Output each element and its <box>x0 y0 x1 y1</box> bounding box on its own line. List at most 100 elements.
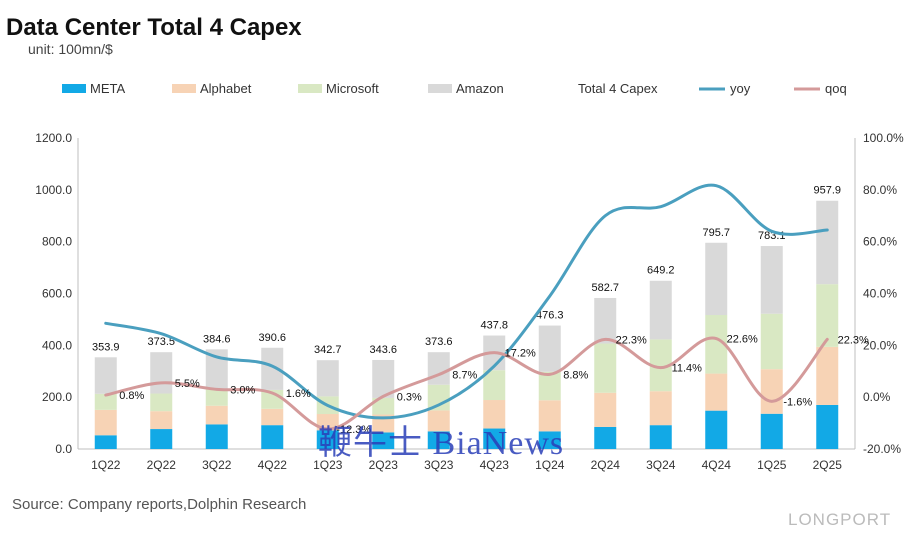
qoq-label: 0.3% <box>397 391 422 403</box>
total-label: 390.6 <box>258 332 286 344</box>
x-tick-label: 2Q23 <box>369 458 399 472</box>
x-tick-label: 2Q22 <box>147 458 177 472</box>
total-label: 343.6 <box>369 344 397 356</box>
total-label: 957.9 <box>813 185 841 197</box>
chart-title: Data Center Total 4 Capex <box>6 14 302 41</box>
bar-amazon <box>594 297 617 344</box>
bar-microsoft <box>372 397 395 415</box>
legend-label-yoy: yoy <box>730 81 751 96</box>
bar-alphabet <box>649 391 672 426</box>
x-tick-label: 4Q24 <box>702 458 732 472</box>
chart-unit: unit: 100mn/$ <box>28 41 113 57</box>
legend-label-qoq: qoq <box>825 81 847 96</box>
bar-meta <box>483 428 506 449</box>
bar-amazon <box>94 357 117 394</box>
right-tick-label: 40.0% <box>863 287 897 301</box>
bar-alphabet <box>150 411 173 430</box>
total-label: 476.3 <box>536 310 564 322</box>
bar-alphabet <box>594 392 617 427</box>
qoq-label: 8.8% <box>563 369 588 381</box>
x-tick-label: 2Q25 <box>813 458 843 472</box>
total-label: 342.7 <box>314 344 342 356</box>
total-label: 795.7 <box>702 227 730 239</box>
bar-meta <box>705 410 728 449</box>
right-tick-label: 100.0% <box>863 131 904 145</box>
left-tick-label: 800.0 <box>42 235 72 249</box>
qoq-line <box>104 336 829 431</box>
x-tick-label: 1Q23 <box>313 458 343 472</box>
bar-microsoft <box>649 339 672 392</box>
qoq-label: 22.6% <box>727 334 758 346</box>
total-label: 437.8 <box>480 320 508 332</box>
legend-swatch-amazon <box>428 84 452 93</box>
total-label: 582.7 <box>591 282 619 294</box>
x-tick-label: 4Q23 <box>480 458 510 472</box>
left-tick-label: 1000.0 <box>35 183 72 197</box>
total-label: 384.6 <box>203 333 231 345</box>
total-label: 373.6 <box>425 336 453 348</box>
right-tick-label: 20.0% <box>863 338 897 352</box>
bar-alphabet <box>94 409 117 436</box>
bar-meta <box>594 426 617 449</box>
legend-label-meta: META <box>90 81 125 96</box>
bar-meta <box>760 413 783 449</box>
qoq-label: -1.6% <box>783 396 812 408</box>
bar-alphabet <box>316 414 339 431</box>
bar-microsoft <box>816 284 839 347</box>
legend-swatch-meta <box>62 84 86 93</box>
right-tick-label: 0.0% <box>863 390 891 404</box>
qoq-label: 22.3% <box>616 334 647 346</box>
x-tick-label: 3Q22 <box>202 458 232 472</box>
x-tick-label: 3Q23 <box>424 458 454 472</box>
qoq-label: 8.7% <box>452 370 477 382</box>
qoq-label: 11.4% <box>672 363 703 375</box>
legend-label-alphabet: Alphabet <box>200 81 252 96</box>
legend-swatch-microsoft <box>298 84 322 93</box>
bar-alphabet <box>205 405 228 425</box>
left-tick-label: 600.0 <box>42 287 72 301</box>
bar-alphabet <box>483 400 506 429</box>
bar-meta <box>816 404 839 449</box>
bar-amazon <box>705 242 728 316</box>
qoq-label: 0.8% <box>119 390 144 402</box>
bar-amazon <box>427 352 450 385</box>
qoq-label: 17.2% <box>505 348 536 360</box>
bar-microsoft <box>94 393 117 410</box>
bar-alphabet <box>760 369 783 414</box>
bar-alphabet <box>816 346 839 405</box>
x-tick-label: 2Q24 <box>591 458 621 472</box>
bar-alphabet <box>261 408 284 426</box>
x-tick-label: 4Q22 <box>258 458 288 472</box>
bar-amazon <box>538 325 561 372</box>
bar-alphabet <box>427 410 450 432</box>
total-label: 353.9 <box>92 341 120 353</box>
total-label: 649.2 <box>647 265 675 277</box>
bar-meta <box>205 424 228 449</box>
right-tick-label: 80.0% <box>863 183 897 197</box>
bar-amazon <box>316 360 339 397</box>
qoq-label: 3.0% <box>230 384 255 396</box>
qoq-label: 1.6% <box>286 388 311 400</box>
total-label: 373.5 <box>147 336 175 348</box>
longport-watermark: LONGPORT <box>788 510 892 529</box>
x-tick-label: 1Q22 <box>91 458 121 472</box>
x-tick-label: 3Q24 <box>646 458 676 472</box>
yoy-line <box>104 183 829 420</box>
bar-amazon <box>760 246 783 314</box>
legend-label-total-4-capex: Total 4 Capex <box>578 81 658 96</box>
left-tick-label: 1200.0 <box>35 131 72 145</box>
bar-microsoft <box>705 315 728 374</box>
bar-microsoft <box>538 371 561 401</box>
bar-amazon <box>649 280 672 340</box>
bar-meta <box>538 431 561 449</box>
bar-meta <box>427 431 450 449</box>
bar-meta <box>372 432 395 449</box>
bar-amazon <box>816 200 839 285</box>
left-tick-label: 200.0 <box>42 390 72 404</box>
bar-microsoft <box>427 384 450 411</box>
qoq-label: 22.3% <box>838 334 869 346</box>
bar-microsoft <box>150 393 173 412</box>
left-tick-label: 400.0 <box>42 338 72 352</box>
bar-microsoft <box>594 343 617 393</box>
